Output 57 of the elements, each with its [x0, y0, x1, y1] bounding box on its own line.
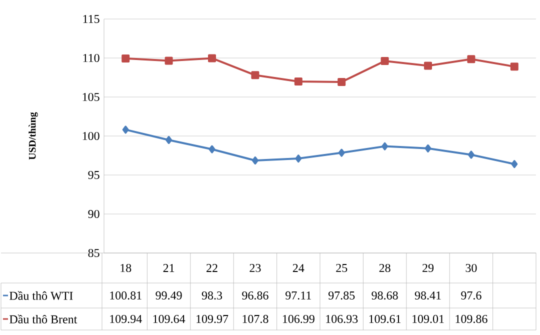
data-label: 109.86 [456, 314, 488, 324]
data-label: 109.61 [369, 314, 401, 324]
point [164, 56, 173, 65]
data-label: 98.3 [202, 291, 222, 300]
point [424, 62, 432, 70]
x-tick-label: 22 [206, 264, 218, 272]
data-label: 106.93 [326, 314, 358, 324]
data-label: 98.41 [414, 291, 441, 300]
point [122, 54, 130, 62]
point [166, 136, 172, 144]
point [251, 71, 260, 80]
data-label: 97.11 [286, 291, 311, 300]
point [295, 154, 302, 163]
data-label: 96.86 [242, 291, 268, 300]
data-label: 97.6 [461, 291, 482, 300]
y-tick-label: 95 [88, 170, 100, 180]
data-label: 109.64 [153, 314, 186, 324]
data-label: 107.8 [242, 314, 268, 324]
x-tick-label: 28 [379, 264, 390, 272]
y-tick-label: 90 [88, 210, 100, 218]
y-tick-label: 100 [82, 132, 100, 140]
data-label: 109.01 [412, 314, 444, 324]
data-label: 106.99 [282, 314, 314, 324]
x-tick-label: 25 [336, 264, 348, 272]
x-tick-label: 23 [250, 264, 261, 272]
point [382, 142, 388, 150]
point [511, 160, 518, 168]
y-tick-label: 110 [83, 54, 100, 62]
data-label: 98.68 [372, 291, 398, 300]
point [380, 57, 389, 66]
point [338, 78, 346, 86]
y-tick-label: 105 [82, 92, 100, 102]
legend-label: Dầu thô Brent [10, 314, 78, 324]
data-label: 109.94 [110, 314, 142, 324]
data-label: 97.85 [328, 291, 355, 300]
x-tick-label: 24 [292, 264, 304, 272]
point [424, 144, 432, 152]
legend-label: Dầu thô WTI [10, 291, 73, 300]
point [208, 145, 216, 154]
y-tick-label: 85 [88, 248, 100, 258]
x-tick-label: 30 [466, 264, 477, 272]
y-tick-label: 115 [83, 14, 100, 24]
point [510, 62, 518, 71]
point [252, 156, 258, 164]
point [122, 126, 129, 134]
x-tick-label: 21 [163, 264, 174, 272]
y-axis-title: USD/thùng [28, 112, 38, 160]
data-label: 99.49 [156, 291, 182, 300]
data-label: 109.97 [196, 314, 228, 324]
x-tick-label: 29 [422, 264, 434, 272]
point [208, 54, 216, 62]
x-tick-label: 18 [120, 264, 132, 272]
point [468, 150, 474, 159]
point [294, 77, 302, 86]
point [467, 55, 476, 64]
data-label: 100.81 [110, 291, 142, 300]
point [338, 148, 345, 157]
